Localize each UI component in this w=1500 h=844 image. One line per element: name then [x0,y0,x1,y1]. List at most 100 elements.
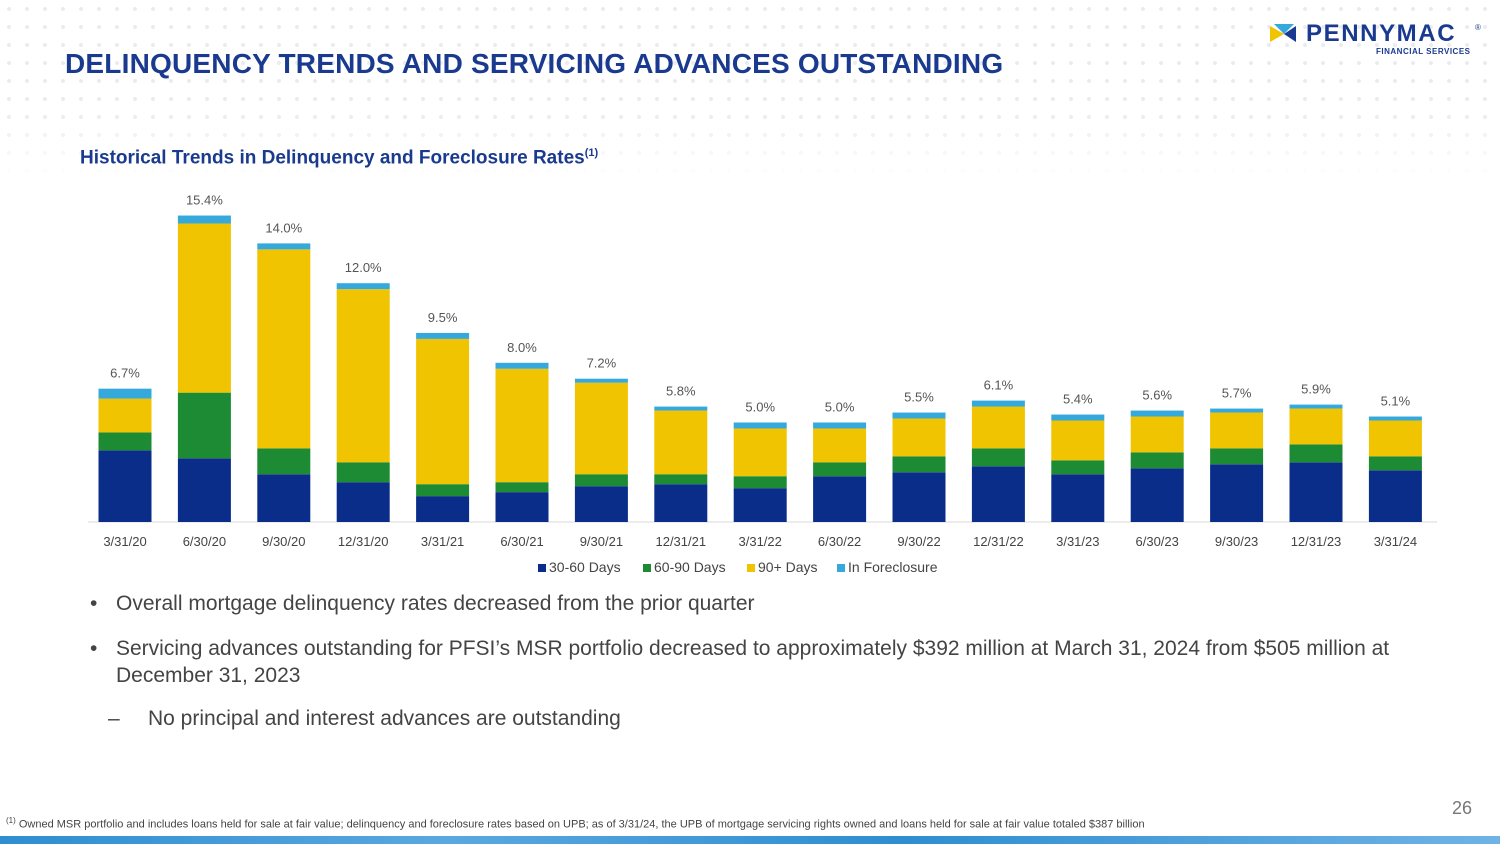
bar-total-label: 5.1% [1381,394,1411,409]
bar-segment-60-90-days [1368,456,1422,471]
bar-segment-60-90-days [1210,448,1264,465]
bar-segment-30-60-days [813,476,867,522]
bar-segment-60-90-days [1289,444,1343,463]
x-tick-label: 3/31/21 [421,534,464,549]
bar-segment-in-foreclosure [336,283,390,290]
bar-segment-30-60-days [1051,474,1105,522]
bar-total-label: 5.8% [666,384,696,399]
bar-segment-60-90-days [495,482,549,493]
x-tick-label: 3/31/20 [103,534,146,549]
bar-total-label: 5.6% [1142,388,1172,403]
bar-segment-90-days [892,418,946,457]
footnote-text: Owned MSR portfolio and includes loans h… [15,818,1145,831]
bullet-mark: • [90,592,98,615]
bar-segment-60-90-days [1051,460,1105,475]
legend-label: 90+ Days [758,559,818,575]
pennymac-logo: PENNYMAC ® FINANCIAL SERVICES [1268,20,1483,60]
bullet-text: Servicing advances outstanding for PFSI’… [116,637,1390,687]
bar-segment-90-days [177,223,231,393]
bar-segment-90-days [813,428,867,463]
bar-segment-in-foreclosure [416,332,470,339]
bar-total-label: 5.9% [1301,382,1331,397]
bar-segment-30-60-days [1210,464,1264,522]
bar-segment-30-60-days [733,488,787,522]
x-tick-label: 9/30/23 [1215,534,1258,549]
bar-segment-in-foreclosure [971,400,1025,407]
bar-segment-in-foreclosure [257,243,311,250]
bar-segment-90-days [654,410,708,475]
bar-segment-in-foreclosure [654,406,708,411]
x-tick-label: 6/30/21 [500,534,543,549]
bar-segment-in-foreclosure [892,412,946,419]
bar-segment-60-90-days [416,484,470,497]
logo-tagline: FINANCIAL SERVICES [1376,47,1471,56]
bar-segment-30-60-days [416,496,470,522]
bar-segment-60-90-days [733,476,787,489]
x-tick-label: 3/31/23 [1056,534,1099,549]
chart-heading: Historical Trends in Delinquency and For… [80,147,598,169]
bullet-item: • Overall mortgage delinquency rates dec… [90,590,1390,617]
bar-total-label: 15.4% [186,193,223,208]
bar-segment-60-90-days [257,448,311,475]
bar-segment-in-foreclosure [733,422,787,429]
bar-segment-60-90-days [892,456,946,473]
bar-total-label: 7.2% [587,356,617,371]
bar-segment-90-days [1210,412,1264,449]
bar-segment-90-days [416,338,470,485]
page-title: DELINQUENCY TRENDS AND SERVICING ADVANCE… [65,48,1004,79]
x-tick-label: 12/31/20 [338,534,389,549]
sub-bullet-item: – No principal and interest advances are… [90,705,1390,732]
bar-total-label: 9.5% [428,310,458,325]
bar-segment-90-days [733,428,787,477]
x-tick-label: 6/30/20 [183,534,226,549]
bullet-mark: • [90,637,98,660]
bar-segment-in-foreclosure [1210,408,1264,413]
bar-segment-30-60-days [98,450,152,522]
legend-label: In Foreclosure [848,559,938,575]
x-tick-label: 12/31/23 [1291,534,1342,549]
bar-segment-60-90-days [971,448,1025,467]
bar-segment-90-days [1051,420,1105,461]
x-tick-label: 6/30/22 [818,534,861,549]
sub-bullet-text: No principal and interest advances are o… [148,707,621,730]
x-tick-label: 12/31/22 [973,534,1024,549]
x-tick-label: 9/30/21 [580,534,623,549]
bar-total-label: 12.0% [345,260,382,275]
chart-heading-note-ref: (1) [584,147,599,159]
bar-segment-60-90-days [574,474,628,487]
bar-segment-in-foreclosure [177,215,231,224]
bottom-accent-bar [0,836,1500,844]
bar-segment-90-days [1368,420,1422,457]
bar-segment-60-90-days [177,392,231,459]
bar-segment-30-60-days [654,484,708,522]
x-tick-label: 9/30/20 [262,534,305,549]
footnote-ref: (1) [6,816,16,825]
x-tick-label: 6/30/23 [1136,534,1179,549]
x-tick-label: 12/31/21 [655,534,706,549]
legend-label: 60-90 Days [654,559,726,575]
bar-total-label: 5.0% [825,400,855,415]
bar-segment-90-days [1289,408,1343,445]
bar-total-label: 8.0% [507,340,537,355]
bar-total-label: 5.0% [745,400,775,415]
footnote: (1) Owned MSR portfolio and includes loa… [6,816,1145,831]
bar-total-label: 5.7% [1222,386,1252,401]
bar-segment-60-90-days [1130,452,1184,469]
bar-segment-90-days [1130,416,1184,453]
bar-segment-60-90-days [654,474,708,485]
bar-segment-30-60-days [574,486,628,522]
bullet-item: • Servicing advances outstanding for PFS… [90,635,1390,689]
bar-segment-in-foreclosure [1289,404,1343,409]
bar-segment-30-60-days [495,492,549,522]
bar-segment-90-days [98,398,152,433]
bar-segment-in-foreclosure [1368,416,1422,421]
bar-total-label: 5.5% [904,390,934,405]
legend-swatch [837,564,845,572]
bar-segment-30-60-days [257,474,311,522]
chart-heading-text: Historical Trends in Delinquency and For… [80,147,585,169]
x-tick-label: 3/31/24 [1374,534,1417,549]
bullet-text: Overall mortgage delinquency rates decre… [116,592,755,615]
bar-total-label: 6.1% [984,378,1014,393]
legend-swatch [538,564,546,572]
bar-segment-60-90-days [98,432,152,451]
